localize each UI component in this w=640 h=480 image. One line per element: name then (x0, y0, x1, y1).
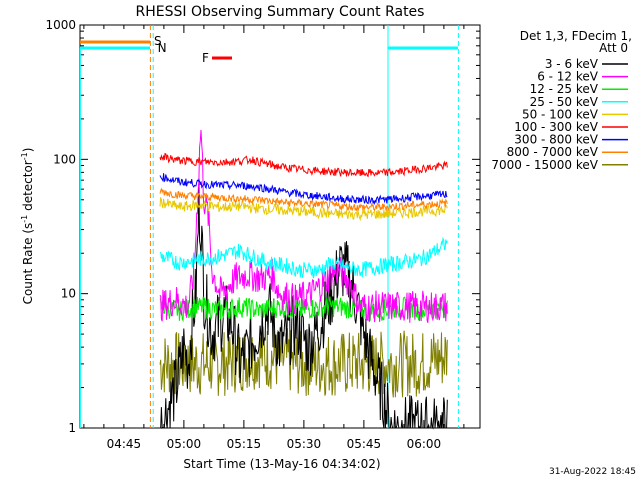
legend-label: 3 - 6 keV (545, 57, 599, 71)
legend-label: 300 - 800 keV (514, 133, 598, 147)
night-flag: N (158, 41, 167, 55)
x-tick-label: 05:30 (287, 437, 322, 451)
y-axis: 1 10 100 1000 (45, 18, 480, 435)
x-tick-label: 05:15 (227, 437, 262, 451)
series-group (159, 129, 448, 430)
legend-label: 12 - 25 keV (530, 82, 599, 96)
series-line (159, 129, 448, 323)
legend-label: 50 - 100 keV (522, 107, 599, 121)
y-tick-label: 1 (68, 421, 76, 435)
legend-label: 25 - 50 keV (530, 95, 599, 109)
x-tick-label: 05:00 (167, 437, 202, 451)
x-axis: 04:45 05:00 05:15 05:30 05:45 06:00 (83, 25, 465, 451)
y-tick-label: 1000 (45, 18, 76, 32)
interval-markers: SN F (79, 25, 459, 428)
y-axis-label: Count Rate (s-1 detector-1) (20, 148, 35, 305)
legend-label: 800 - 7000 keV (507, 145, 599, 159)
series-line (159, 173, 448, 206)
legend-header-line1: Det 1,3, FDecim 1, (520, 29, 632, 43)
footer-date: 31-Aug-2022 18:45 (549, 467, 636, 477)
x-tick-label: 04:45 (107, 437, 142, 451)
y-tick-label: 10 (61, 287, 76, 301)
series-line (159, 326, 448, 398)
series-line (159, 236, 448, 279)
series-line (159, 152, 448, 178)
chart-title: RHESSI Observing Summary Count Rates (136, 4, 425, 20)
legend-header-line2: Att 0 (599, 41, 628, 55)
legend-label: 7000 - 15000 keV (491, 158, 598, 172)
series-line (160, 183, 448, 430)
y-tick-label: 100 (53, 152, 76, 166)
x-tick-label: 06:00 (407, 437, 442, 451)
series-line (159, 187, 448, 213)
x-tick-label: 05:45 (347, 437, 382, 451)
flare-flag: F (202, 51, 209, 65)
legend-label: 6 - 12 keV (537, 70, 599, 84)
saa-flag: S (154, 34, 162, 48)
legend-label: 100 - 300 keV (514, 120, 598, 134)
series-line (159, 197, 448, 222)
x-axis-label: Start Time (13-May-16 04:34:02) (183, 457, 380, 471)
